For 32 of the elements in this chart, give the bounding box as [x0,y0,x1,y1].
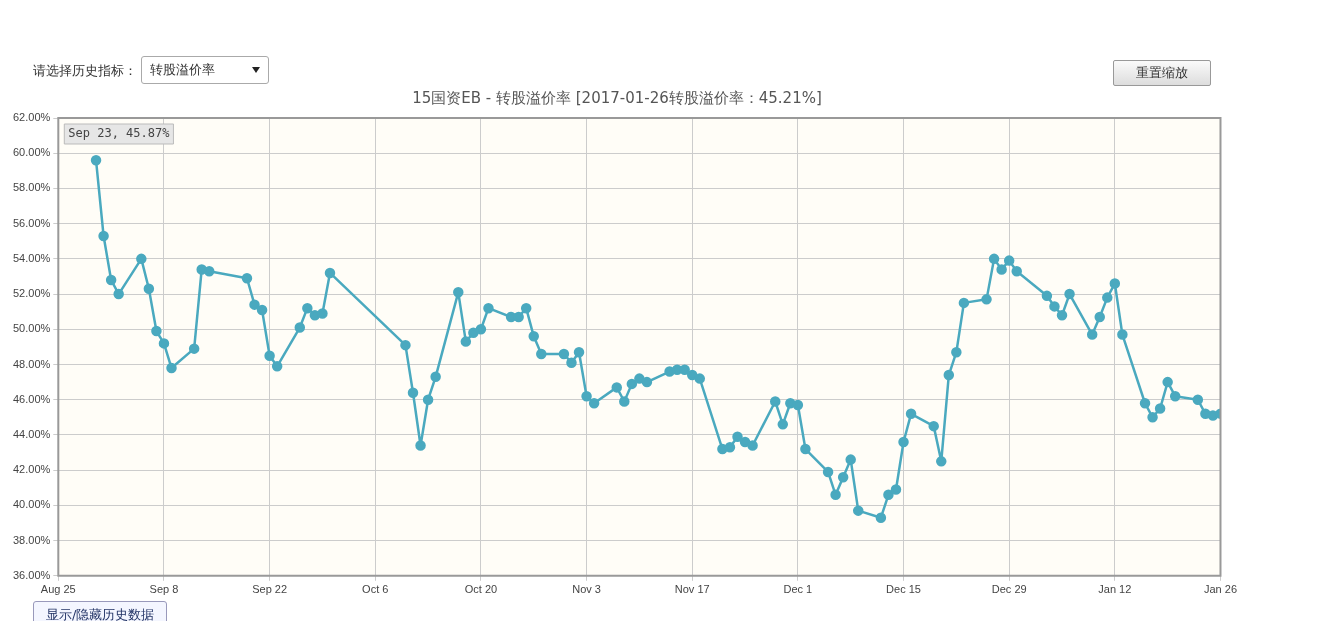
x-tick-label: Dec 29 [991,583,1027,596]
text: 请选择历史指标： [33,62,137,80]
y-tick-label: 36.00% [13,568,51,581]
x-tick-label: Dec 15 [886,583,921,596]
y-tick-label: 62.00% [13,111,51,124]
annotation: Sep 23, 45.87% [68,126,171,141]
y-tick-label: 58.00% [13,181,51,194]
x-tick-label: Jan 12 [1098,583,1132,596]
y-tick-label: 42.00% [13,463,51,476]
x-tick-label: Sep 8 [149,583,179,596]
x-tick-label: Nov 17 [674,583,710,596]
y-tick-label: 44.00% [13,427,51,440]
x-tick-label: Jan 26 [1203,583,1237,596]
chart-title: 15国资EB - 转股溢价率 [2017-01-26转股溢价率：45.21%] [412,88,822,107]
x-tick-label: Nov 3 [572,583,601,596]
text: 显示/隐藏历史数据 [33,601,168,621]
y-tick-label: 54.00% [13,251,51,264]
y-tick-label: 60.00% [13,146,51,159]
y-tick-label: 56.00% [13,216,51,229]
y-tick-label: 46.00% [13,392,51,405]
x-tick-label: Oct 20 [464,583,498,596]
x-tick-label: Sep 22 [252,583,288,596]
y-tick-label: 50.00% [13,322,51,335]
x-tick-label: Aug 25 [40,583,76,596]
text: 重置缩放 [1113,60,1211,86]
y-tick-label: 52.00% [13,287,51,300]
y-tick-label: 40.00% [13,498,51,511]
x-tick-label: Dec 1 [783,583,813,596]
text: 转股溢价率 [141,56,269,84]
x-tick-label: Oct 6 [362,583,389,596]
y-tick-label: 38.00% [13,533,51,546]
y-tick-label: 48.00% [13,357,51,370]
